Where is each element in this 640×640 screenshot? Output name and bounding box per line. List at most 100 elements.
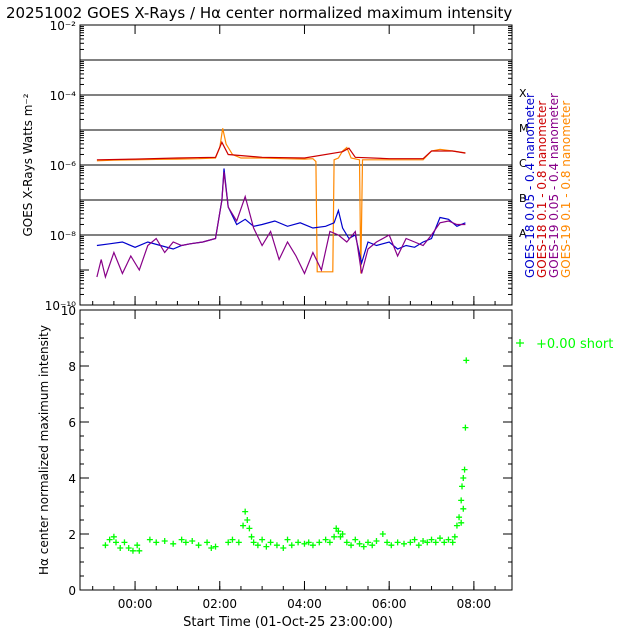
halpha-point-5 <box>121 539 128 546</box>
halpha-point-6 <box>125 545 132 551</box>
halpha-point-34 <box>273 542 280 549</box>
xray-y-axis-label: GOES X-Rays Watts m⁻² <box>21 93 35 236</box>
x-tick-label-0: 00:00 <box>118 597 153 611</box>
halpha-point-0 <box>102 542 109 549</box>
halpha-point-10 <box>146 536 153 543</box>
halpha-point-8 <box>134 542 141 549</box>
halpha-point-65 <box>415 542 422 549</box>
halpha-y-tick-label-5: 10 <box>61 304 76 318</box>
xray-series-3 <box>96 171 466 280</box>
xray-y-tick-label-3: 10⁻⁸ <box>50 229 77 243</box>
halpha-point-1 <box>106 536 113 543</box>
flare-class-label-B: B <box>519 192 527 205</box>
flare-class-label-X: X <box>519 87 527 100</box>
halpha-y-axis-label: Hα center normalized maximum intensity <box>37 325 51 575</box>
halpha-point-2 <box>110 533 117 540</box>
flare-class-label-M: M <box>519 122 529 135</box>
halpha-point-3 <box>113 539 119 546</box>
halpha-point-75 <box>453 522 460 529</box>
x-axis-label: Start Time (01-Oct-25 23:00:00) <box>183 615 393 630</box>
halpha-point-62 <box>401 540 407 547</box>
halpha-point-64 <box>411 536 418 543</box>
xray-legend-entry-1: GOES-18 0.1 - 0.8 nanometer <box>535 101 549 278</box>
halpha-point-63 <box>407 539 414 546</box>
halpha-point-29 <box>250 539 257 546</box>
halpha-point-23 <box>235 539 242 546</box>
xray-plot-frame <box>79 24 513 306</box>
halpha-point-52 <box>352 536 359 543</box>
halpha-point-24 <box>240 522 247 529</box>
halpha-point-12 <box>161 538 168 544</box>
halpha-point-49 <box>339 531 346 537</box>
halpha-point-68 <box>428 536 435 543</box>
halpha-point-27 <box>246 525 253 532</box>
halpha-point-39 <box>301 540 308 547</box>
halpha-point-79 <box>460 475 467 481</box>
halpha-point-72 <box>445 536 452 543</box>
halpha-point-33 <box>267 539 274 546</box>
halpha-point-15 <box>182 539 189 546</box>
halpha-point-55 <box>365 539 371 546</box>
halpha-point-60 <box>388 542 395 549</box>
halpha-point-73 <box>449 539 456 546</box>
halpha-point-77 <box>458 497 465 504</box>
halpha-point-45 <box>331 533 338 540</box>
halpha-point-36 <box>284 536 291 543</box>
xray-series-0 <box>96 128 466 274</box>
halpha-point-11 <box>153 539 160 546</box>
halpha-y-tick-label-1: 2 <box>68 528 76 542</box>
xray-series-2 <box>96 168 466 266</box>
halpha-point-74 <box>451 533 458 540</box>
halpha-point-21 <box>225 539 232 546</box>
halpha-point-20 <box>212 543 219 550</box>
halpha-point-83 <box>458 519 465 526</box>
x-tick-label-1: 02:00 <box>202 597 237 611</box>
halpha-point-25 <box>242 508 249 515</box>
xray-series-1 <box>96 140 466 161</box>
halpha-point-22 <box>229 536 236 543</box>
halpha-point-82 <box>463 357 470 364</box>
halpha-point-84 <box>460 505 467 512</box>
xray-y-tick-label-0: 10⁻² <box>50 19 77 33</box>
xray-y-tick-label-1: 10⁻⁴ <box>50 89 77 103</box>
halpha-point-26 <box>244 517 251 523</box>
halpha-point-61 <box>394 539 401 546</box>
xray-legend-entry-2: GOES-19 0.05 - 0.4 nanometer <box>547 93 561 278</box>
halpha-point-13 <box>170 540 177 547</box>
xray-legend-entry-0: GOES-18 0.05 - 0.4 nanometer <box>523 93 537 278</box>
xray-y-tick-label-4: 10⁻¹⁰ <box>45 299 76 313</box>
halpha-point-14 <box>178 536 185 543</box>
halpha-point-58 <box>379 531 386 537</box>
halpha-point-9 <box>136 547 143 554</box>
halpha-point-16 <box>189 538 196 544</box>
halpha-point-78 <box>459 483 466 490</box>
halpha-point-51 <box>348 542 355 549</box>
halpha-point-53 <box>356 540 363 547</box>
halpha-point-43 <box>322 536 329 543</box>
halpha-point-17 <box>195 542 202 549</box>
halpha-point-50 <box>343 539 350 546</box>
halpha-legend-label: +0.00 short <box>536 337 613 352</box>
halpha-point-70 <box>437 535 443 542</box>
halpha-point-59 <box>384 539 391 546</box>
halpha-point-28 <box>248 533 255 540</box>
halpha-y-tick-label-3: 6 <box>68 416 76 430</box>
halpha-point-38 <box>295 539 302 546</box>
halpha-point-66 <box>420 538 427 544</box>
halpha-point-69 <box>432 539 439 546</box>
halpha-point-47 <box>335 528 342 535</box>
xray-legend-entry-3: GOES-19 0.1 - 0.8 nanometer <box>559 101 573 278</box>
halpha-point-18 <box>204 539 211 546</box>
halpha-point-56 <box>369 542 376 549</box>
halpha-point-40 <box>305 539 312 546</box>
halpha-point-57 <box>373 538 380 544</box>
halpha-point-7 <box>129 547 136 554</box>
halpha-point-19 <box>208 545 215 551</box>
chart-title: 20251002 GOES X-Rays / Hα center normali… <box>6 4 512 22</box>
halpha-point-80 <box>461 466 468 473</box>
halpha-point-76 <box>456 514 463 521</box>
halpha-point-32 <box>263 543 270 550</box>
halpha-point-31 <box>259 536 266 543</box>
